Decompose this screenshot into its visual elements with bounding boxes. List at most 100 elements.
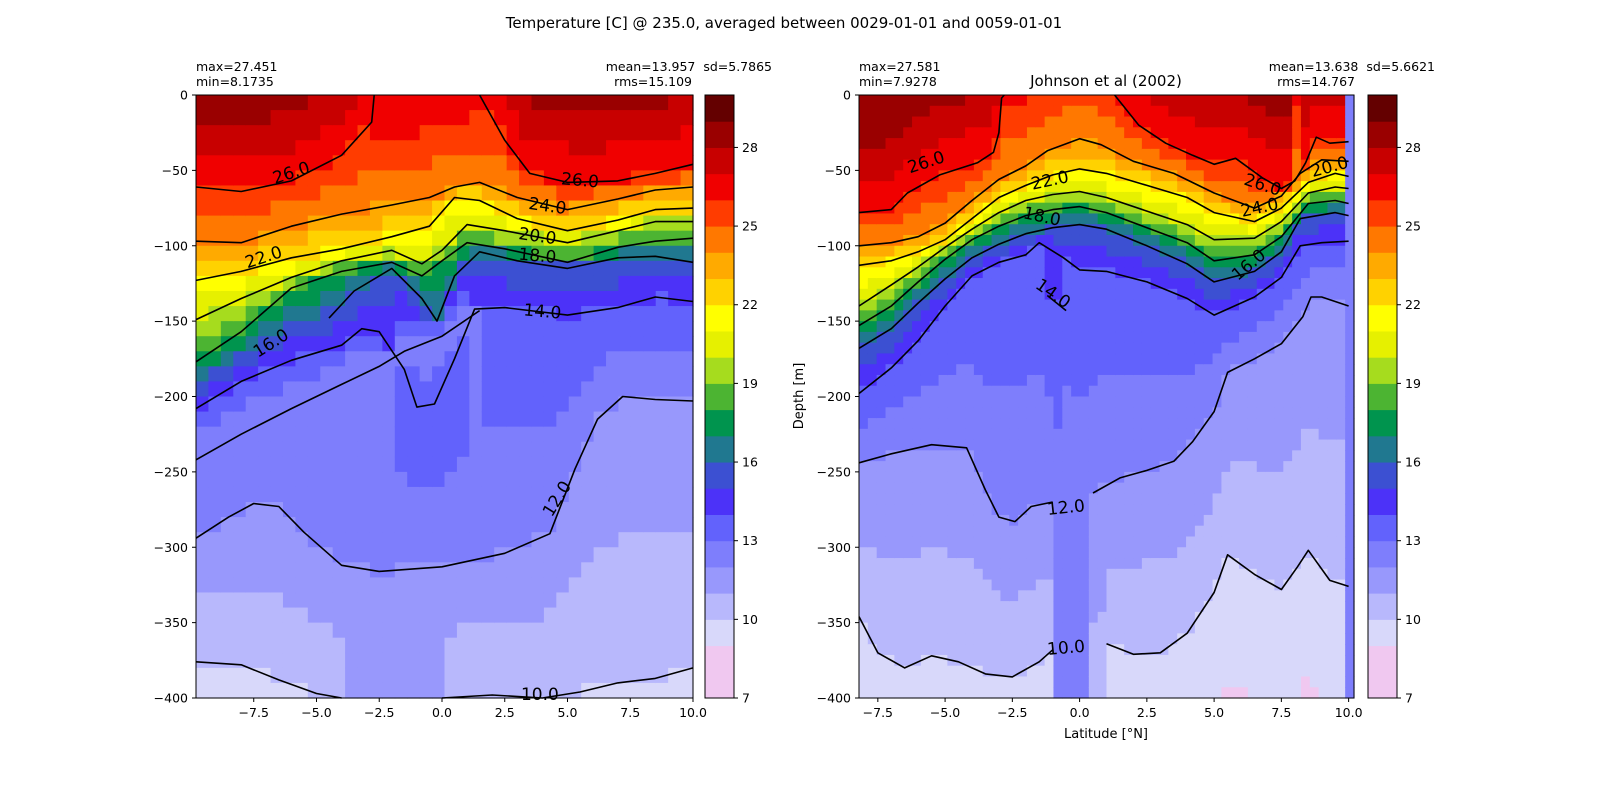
heatmap-cell	[320, 185, 334, 202]
heatmap-cell	[1141, 558, 1152, 570]
heatmap-cell	[581, 532, 595, 548]
heatmap-cell	[456, 577, 470, 594]
heatmap-cell	[965, 644, 975, 656]
heatmap-cell	[938, 514, 948, 527]
heatmap-cell	[982, 159, 993, 171]
heatmap-cell	[270, 592, 284, 609]
heatmap-cell	[208, 411, 222, 428]
heatmap-cell	[1203, 471, 1214, 484]
heatmap-cell	[295, 637, 309, 654]
heatmap-cell	[655, 245, 669, 262]
heatmap-cell	[1256, 181, 1267, 193]
heatmap-cell	[1150, 536, 1161, 548]
heatmap-cell	[196, 562, 210, 579]
heatmap-cell	[1062, 633, 1072, 645]
heatmap-cell	[506, 592, 520, 609]
heatmap-cell	[965, 342, 975, 355]
heatmap-cell	[506, 200, 520, 217]
heatmap-cell	[1230, 127, 1240, 139]
heatmap-cell	[332, 517, 346, 533]
heatmap-cell	[1212, 202, 1223, 215]
heatmap-cell	[1071, 342, 1081, 355]
heatmap-cell	[382, 622, 396, 639]
heatmap-cell	[1115, 514, 1125, 527]
heatmap-cell	[1000, 461, 1010, 473]
heatmap-cell	[643, 577, 657, 594]
heatmap-cell	[1345, 234, 1355, 247]
heatmap-cell	[1150, 547, 1161, 559]
heatmap-cell	[1035, 116, 1046, 128]
heatmap-cell	[1247, 654, 1258, 667]
heatmap-cell	[1345, 493, 1355, 505]
heatmap-cell	[1327, 105, 1337, 118]
heatmap-cell	[1088, 687, 1099, 699]
heatmap-cell	[912, 342, 922, 355]
heatmap-cell	[481, 381, 495, 398]
heatmap-cell	[1009, 148, 1019, 161]
heatmap-cell	[593, 260, 607, 277]
heatmap-cell	[233, 381, 247, 398]
heatmap-cell	[1256, 622, 1267, 634]
heatmap-cell	[982, 267, 993, 279]
heatmap-cell	[519, 532, 533, 548]
heatmap-cell	[956, 568, 966, 581]
heatmap-cell	[1283, 611, 1293, 624]
heatmap-cell	[1345, 428, 1355, 441]
heatmap-cell	[1221, 482, 1231, 495]
heatmap-cell	[630, 351, 644, 367]
heatmap-cell	[581, 245, 595, 262]
heatmap-cell	[1283, 116, 1293, 128]
heatmap-cell	[1097, 224, 1108, 236]
heatmap-cell	[912, 213, 922, 225]
heatmap-cell	[929, 579, 940, 591]
heatmap-cell	[1318, 127, 1329, 139]
heatmap-cell	[506, 230, 520, 247]
heatmap-cell	[1345, 396, 1355, 408]
heatmap-cell	[245, 275, 259, 292]
heatmap-cell	[938, 191, 948, 204]
heatmap-cell	[920, 353, 931, 365]
y-tick-label: −100	[154, 238, 188, 253]
heatmap-cell	[965, 525, 975, 538]
heatmap-cell	[1230, 95, 1240, 107]
heatmap-cell	[1079, 471, 1090, 484]
colorbar-tick-label: 7	[742, 691, 750, 706]
heatmap-cell	[1053, 579, 1063, 591]
heatmap-cell	[885, 687, 895, 699]
heatmap-cell	[912, 601, 922, 613]
heatmap-cell	[982, 547, 993, 559]
heatmap-cell	[894, 450, 904, 462]
heatmap-cell	[859, 547, 869, 559]
heatmap-cell	[220, 95, 234, 111]
heatmap-cell	[1159, 224, 1169, 236]
heatmap-cell	[382, 547, 396, 563]
heatmap-cell	[407, 381, 421, 398]
heatmap-cell	[593, 245, 607, 262]
heatmap-cell	[1106, 504, 1116, 516]
heatmap-cell	[1300, 633, 1311, 645]
heatmap-cell	[973, 536, 984, 548]
heatmap-cell	[867, 385, 878, 398]
heatmap-cell	[1309, 234, 1320, 247]
heatmap-cell	[867, 471, 878, 484]
heatmap-cell	[1168, 611, 1178, 624]
heatmap-cell	[258, 170, 272, 187]
heatmap-cell	[606, 321, 620, 337]
heatmap-cell	[1327, 213, 1337, 225]
heatmap-cell	[680, 667, 694, 684]
heatmap-cell	[1124, 676, 1134, 688]
heatmap-cell	[1212, 127, 1223, 139]
heatmap-cell	[920, 471, 931, 484]
heatmap-cell	[1115, 342, 1125, 355]
heatmap-cell	[1239, 245, 1249, 258]
heatmap-cell	[1168, 558, 1178, 570]
heatmap-cell	[1053, 95, 1063, 107]
heatmap-cell	[481, 336, 495, 352]
heatmap-cell	[630, 637, 644, 654]
heatmap-cell	[929, 687, 940, 699]
heatmap-cell	[618, 396, 632, 413]
heatmap-cell	[494, 517, 508, 533]
heatmap-cell	[1088, 482, 1099, 495]
heatmap-cell	[419, 275, 433, 292]
heatmap-cell	[1018, 558, 1028, 570]
